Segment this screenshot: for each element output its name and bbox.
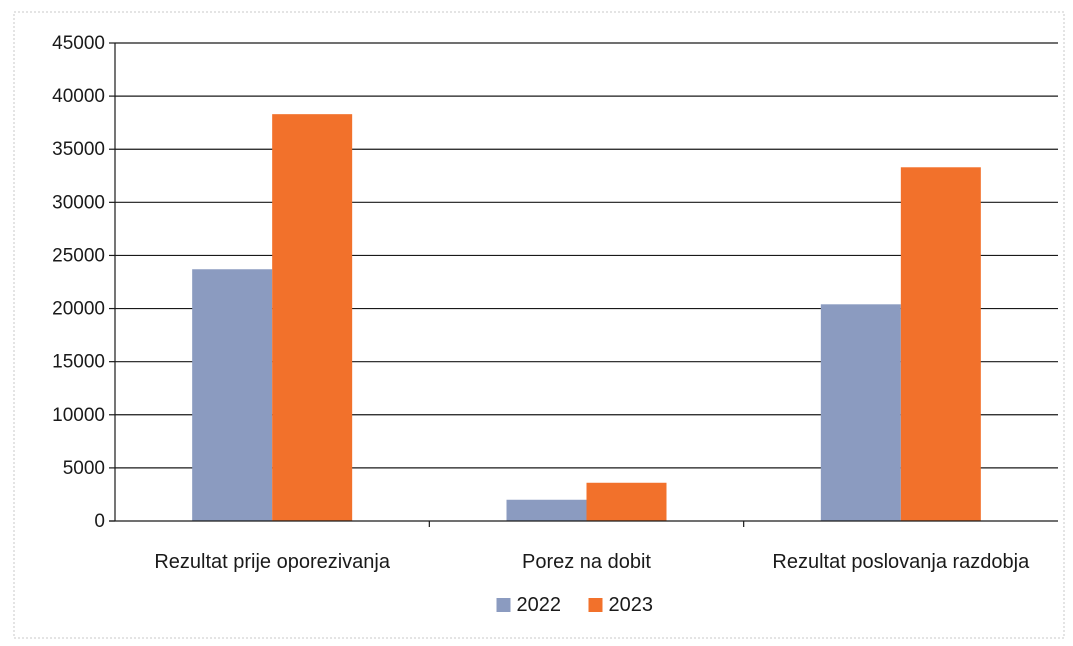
y-tick-label-0: 0: [94, 511, 105, 532]
bar-2022-1: [506, 499, 587, 521]
bars: [192, 114, 981, 522]
y-tick-label-30000: 30000: [52, 192, 105, 213]
y-tick-label-45000: 45000: [52, 33, 105, 54]
y-tick-label-15000: 15000: [52, 352, 105, 373]
y-tick-label-25000: 25000: [52, 245, 105, 266]
bar-2023-1: [586, 482, 667, 521]
bar-2022-2: [820, 304, 901, 521]
legend-swatch-2022: [496, 598, 511, 612]
bar-2023-0: [272, 114, 353, 522]
y-tick-label-5000: 5000: [63, 458, 105, 479]
chart-frame: [13, 11, 1065, 639]
tick-labels: 0 5000 10000 15000 20000 25000 30000 35000 40000…: [52, 33, 1030, 573]
x-category-label-2: Rezultat poslovanja razdobja: [772, 551, 1030, 573]
x-category-label-0: Rezultat prije oporezivanja: [154, 551, 391, 573]
bar-2023-2: [900, 167, 981, 521]
legend-swatch-2023: [588, 598, 603, 612]
legend-label-2022: 2022: [517, 594, 562, 616]
y-tick-label-40000: 40000: [52, 86, 105, 107]
axes: [109, 42, 1058, 527]
y-tick-label-10000: 10000: [52, 405, 105, 426]
legend-label-2023: 2023: [609, 594, 654, 616]
y-tick-label-20000: 20000: [52, 299, 105, 320]
x-category-label-1: Porez na dobit: [522, 551, 651, 573]
y-tick-label-35000: 35000: [52, 139, 105, 160]
legend: 2022 2023: [496, 594, 654, 616]
bar-2022-0: [192, 269, 273, 521]
